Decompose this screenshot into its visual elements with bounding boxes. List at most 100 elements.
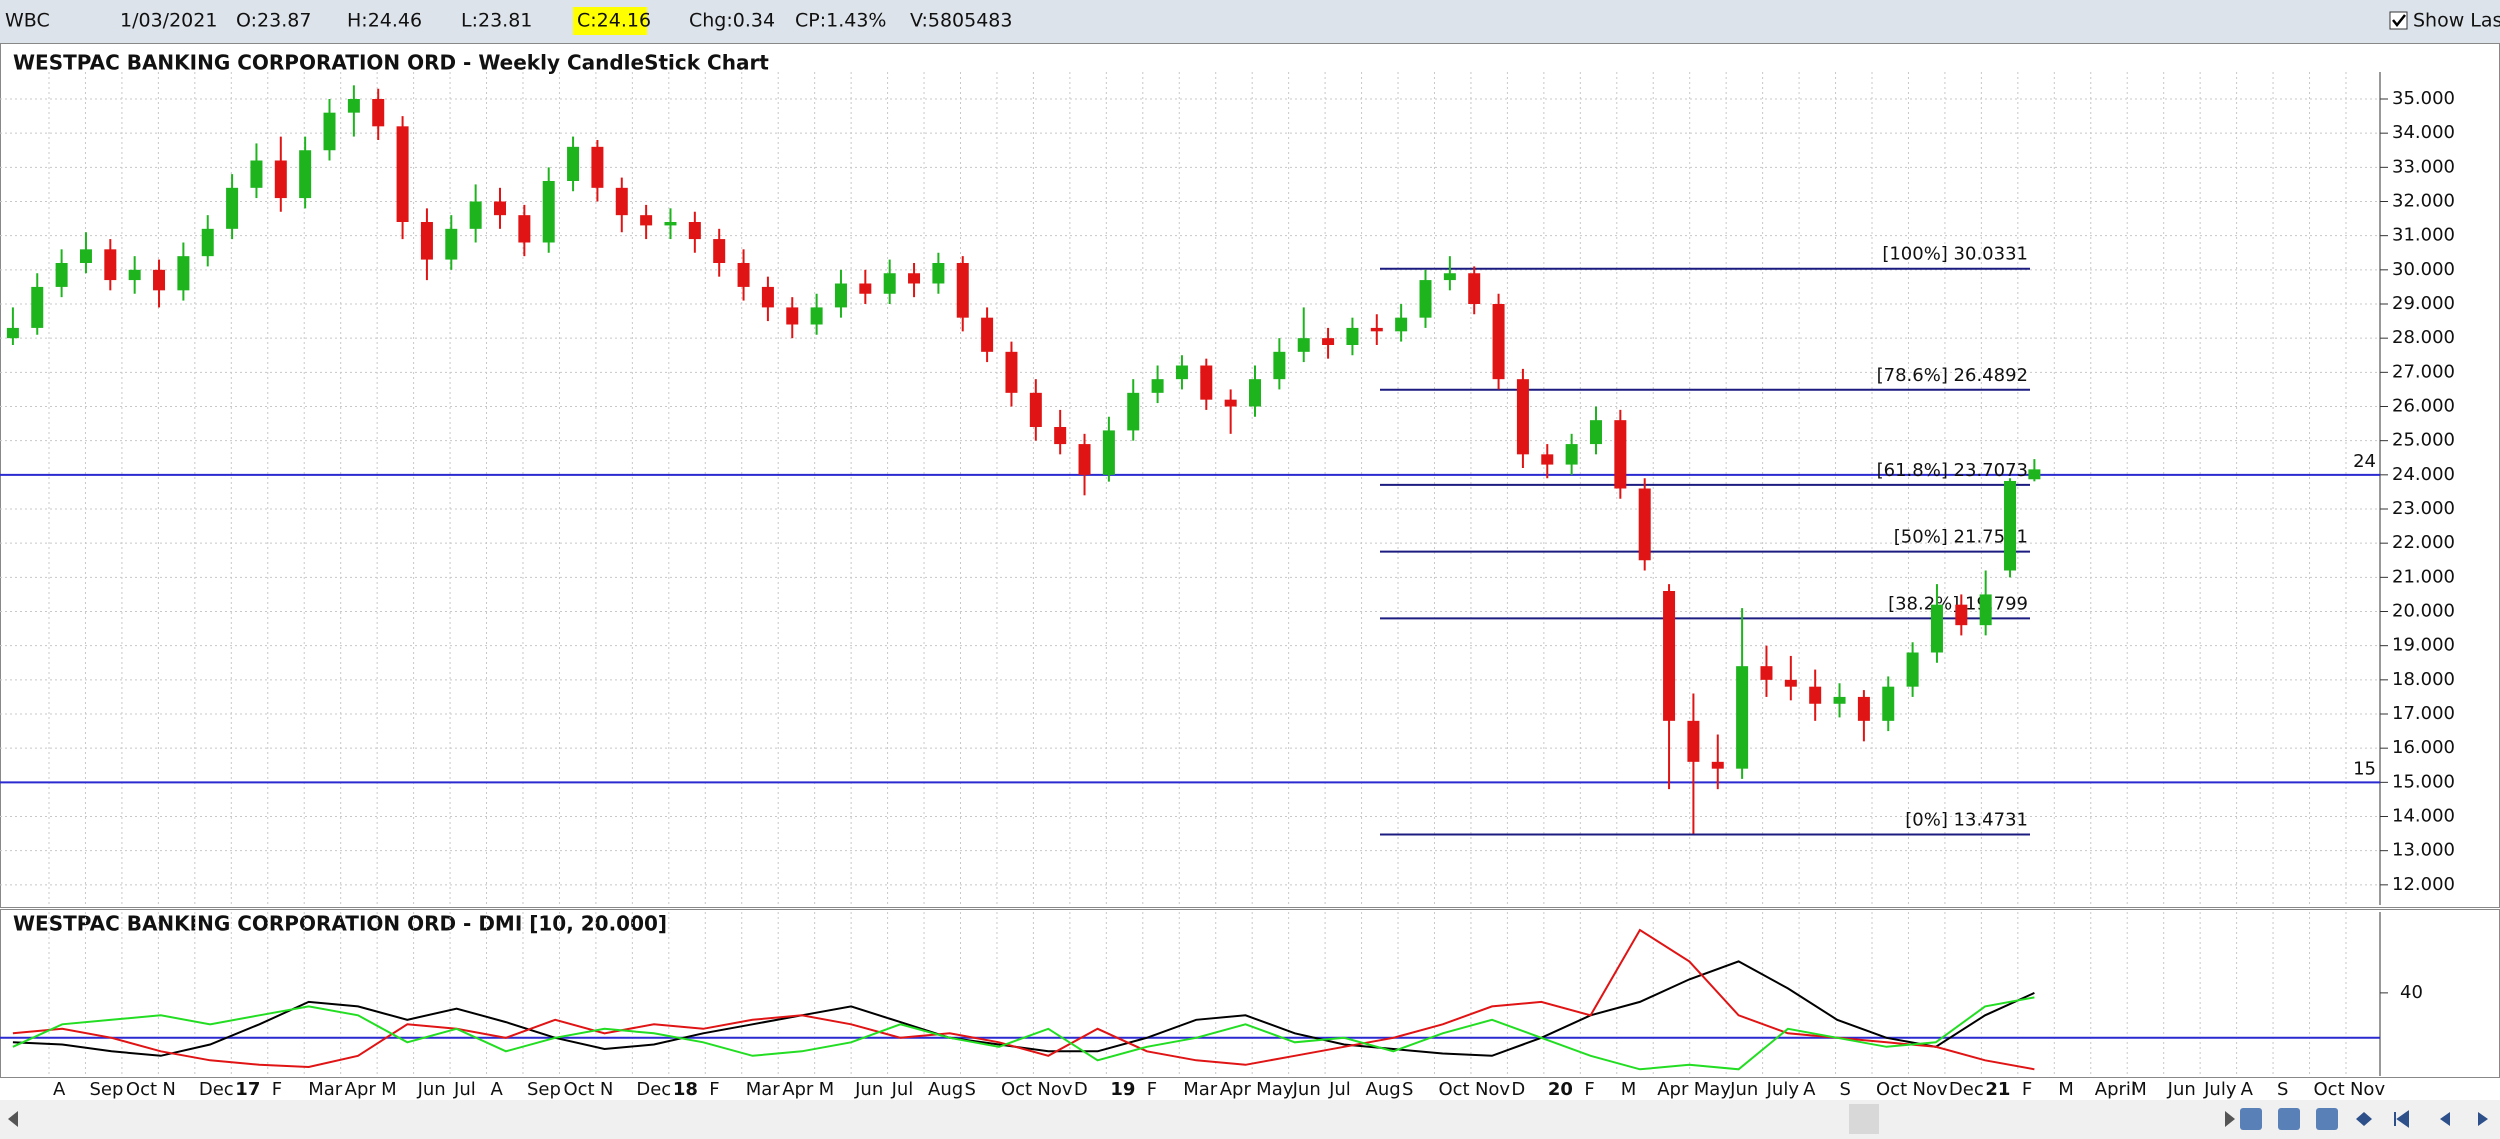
- candle-body: [1492, 303, 1505, 380]
- x-tick-label: S: [1840, 1079, 1851, 1100]
- candle-body: [1395, 317, 1408, 332]
- x-tick-label: Oct: [2314, 1079, 2345, 1100]
- x-tick-label: S: [1402, 1079, 1413, 1100]
- candle-body: [1249, 379, 1262, 407]
- horizontal-line-label: 15: [2353, 758, 2376, 779]
- candle-body: [1468, 273, 1481, 304]
- candle-body: [786, 307, 799, 325]
- x-tick-label: S: [2277, 1079, 2288, 1100]
- x-tick-label: Oct: [1438, 1079, 1469, 1100]
- expand-button[interactable]: [2356, 1112, 2372, 1126]
- candle-body: [1078, 444, 1091, 475]
- y-tick-label: 32.000: [2392, 190, 2455, 211]
- y-tick-label: 31.000: [2392, 225, 2455, 246]
- x-tick-label: Apr: [345, 1079, 377, 1100]
- fib-label: [61.8%] 23.7073: [1877, 460, 2028, 481]
- candle-body: [1565, 444, 1578, 465]
- fib-label: [0%] 13.4731: [1905, 810, 2028, 831]
- candle-body: [347, 98, 360, 113]
- x-tick-label: D: [1511, 1079, 1525, 1100]
- x-tick-label: N: [600, 1079, 613, 1100]
- x-tick-label: Nov: [1912, 1079, 1947, 1100]
- y-tick-label: 22.000: [2392, 532, 2455, 553]
- candle-body: [1979, 594, 1992, 626]
- y-tick-label: 29.000: [2392, 293, 2455, 314]
- candle-body: [1419, 280, 1432, 318]
- x-tick-label: M: [381, 1079, 397, 1100]
- x-tick-label: A: [491, 1079, 504, 1100]
- x-tick-label: Jun: [854, 1079, 883, 1100]
- x-tick-label: Aug: [1366, 1079, 1401, 1100]
- dmi-line: [12, 928, 2035, 1071]
- x-tick-label: Mar: [308, 1079, 343, 1100]
- y-tick-label: 17.000: [2392, 703, 2455, 724]
- candle-body: [1760, 666, 1773, 680]
- y-tick-label: 23.000: [2392, 498, 2455, 519]
- y-tick-label: 16.000: [2392, 737, 2455, 758]
- x-tick-label: M: [819, 1079, 835, 1100]
- x-tick-label: M: [1621, 1079, 1637, 1100]
- x-tick-label: Jun: [1729, 1079, 1758, 1100]
- candle-body: [1127, 392, 1140, 431]
- y-tick-label: 40: [2400, 982, 2423, 1003]
- x-tick-label: 17: [235, 1079, 260, 1100]
- candle-body: [1711, 761, 1724, 769]
- x-tick-label: Jun: [1292, 1079, 1321, 1100]
- candle-body: [932, 262, 945, 284]
- dmi-title: WESTPAC BANKING CORPORATION ORD - DMI [1…: [13, 912, 667, 936]
- x-tick-label: Oct: [1001, 1079, 1032, 1100]
- candle-body: [1054, 426, 1067, 445]
- candle-body: [2004, 480, 2017, 571]
- x-tick-label: Dec: [636, 1079, 671, 1100]
- candle-body: [981, 317, 994, 352]
- candle-body: [396, 126, 409, 222]
- candle-body: [1882, 686, 1895, 721]
- dmi-panel: [0, 909, 2500, 1078]
- next-button[interactable]: [2478, 1112, 2488, 1126]
- candle-body: [640, 215, 653, 226]
- x-tick-label: May: [1694, 1079, 1732, 1100]
- show-last-label[interactable]: Show Last: [2413, 10, 2500, 32]
- candle-body: [542, 180, 555, 243]
- first-button[interactable]: [2394, 1110, 2409, 1128]
- y-tick-label: 12.000: [2392, 874, 2455, 895]
- candle-body: [1955, 604, 1968, 626]
- scroll-right[interactable]: [2225, 1111, 2235, 1127]
- scroll-thumb[interactable]: [1849, 1104, 1879, 1134]
- candle-body: [1833, 696, 1846, 704]
- candle-body: [1151, 379, 1164, 393]
- fib-label: [100%] 30.0331: [1882, 244, 2028, 265]
- x-tick-label: Nov: [1475, 1079, 1510, 1100]
- zoom-in-button[interactable]: [2240, 1108, 2262, 1130]
- y-tick-label: 20.000: [2392, 601, 2455, 622]
- x-tick-label: A: [1803, 1079, 1816, 1100]
- prev-button[interactable]: [2440, 1112, 2450, 1126]
- x-tick-label: N: [162, 1079, 175, 1100]
- zoom-out-button[interactable]: [2278, 1108, 2300, 1130]
- y-tick-label: 21.000: [2392, 566, 2455, 587]
- candle-body: [372, 98, 385, 127]
- candle-body: [1175, 365, 1188, 380]
- x-tick-label: M: [2131, 1079, 2147, 1100]
- y-tick-label: 26.000: [2392, 395, 2455, 416]
- x-tick-label: F: [709, 1079, 719, 1100]
- candle-body: [908, 273, 921, 284]
- candle-body: [1857, 696, 1870, 721]
- x-tick-label: 21: [1985, 1079, 2010, 1100]
- zoom-fit-button[interactable]: [2316, 1108, 2338, 1130]
- x-tick-label: July: [1766, 1079, 1800, 1100]
- fib-label: [78.6%] 26.4892: [1877, 365, 2028, 386]
- candle-body: [79, 249, 92, 263]
- candle-body: [737, 262, 750, 287]
- x-tick-label: April: [2095, 1079, 2136, 1100]
- candle-body: [1638, 488, 1651, 561]
- close: C:24.16: [577, 10, 651, 32]
- scrollbar[interactable]: [0, 1100, 2500, 1139]
- candle-body: [2028, 469, 2041, 480]
- y-tick-label: 28.000: [2392, 327, 2455, 348]
- scroll-area: [0, 1100, 2500, 1139]
- scroll-left[interactable]: [8, 1111, 18, 1127]
- candle-body: [1346, 327, 1359, 345]
- volume: V:5805483: [910, 10, 1012, 32]
- x-tick-label: Jul: [453, 1079, 476, 1100]
